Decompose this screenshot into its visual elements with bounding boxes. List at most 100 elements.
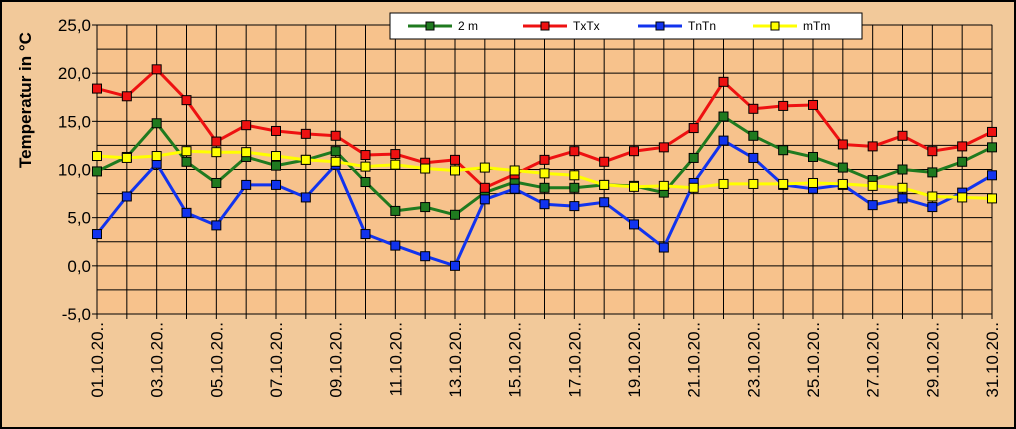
data-point [330, 130, 341, 141]
legend-marker [655, 21, 665, 31]
data-point [987, 170, 997, 181]
x-tick-label: 15.10.20.. [506, 322, 525, 398]
x-tick-label: 21.10.20.. [685, 322, 704, 398]
data-point [450, 260, 460, 271]
data-point [450, 154, 460, 165]
legend-marker [540, 21, 550, 31]
x-tick-label: 23.10.20.. [744, 322, 763, 398]
data-point [479, 162, 490, 173]
data-point [629, 219, 639, 230]
data-point [92, 151, 102, 162]
data-point [658, 142, 669, 153]
data-point [121, 191, 132, 202]
x-axis-ticks: 01.10.20.. 03.10.20.. 05.10.20.. 07.10.20..… [88, 314, 1002, 398]
x-tick-label: 27.10.20.. [864, 322, 883, 398]
legend-label: mTm [803, 19, 830, 33]
legend-marker [770, 21, 780, 31]
data-point [151, 64, 162, 75]
data-point [987, 126, 997, 137]
data-point [867, 180, 878, 191]
data-point [181, 95, 192, 106]
data-point [390, 240, 401, 251]
data-point [927, 191, 938, 202]
data-point [748, 103, 759, 114]
legend: 2 m TxTx TnTn mTm [389, 12, 863, 40]
data-point [211, 220, 222, 231]
data-point [748, 130, 759, 141]
x-tick-label: 17.10.20.. [565, 322, 584, 398]
data-point [599, 197, 610, 208]
data-point [151, 151, 162, 162]
data-point [957, 141, 968, 152]
data-point [271, 125, 281, 136]
data-point [748, 178, 759, 189]
data-point [271, 151, 281, 162]
x-tick-label: 03.10.20.. [148, 322, 167, 398]
data-point [629, 181, 639, 192]
data-point [420, 163, 431, 174]
data-point [360, 150, 371, 161]
x-tick-label: 19.10.20.. [625, 322, 644, 398]
data-point [599, 156, 610, 167]
data-point [599, 179, 610, 190]
data-point [92, 83, 102, 94]
data-point [748, 152, 759, 163]
data-point [688, 182, 699, 193]
data-point [300, 154, 311, 165]
data-point [450, 165, 460, 176]
data-point [778, 100, 789, 111]
data-point [211, 136, 222, 147]
data-point [420, 251, 431, 262]
data-point [837, 139, 848, 150]
data-point [569, 201, 580, 212]
data-point [539, 199, 550, 210]
data-point [390, 149, 401, 160]
y-tick-label: 0,0 [67, 257, 91, 276]
y-tick-label: 25,0 [58, 16, 91, 35]
series-group [92, 64, 997, 271]
data-point [479, 194, 490, 205]
x-tick-label: 31.10.20.. [983, 322, 1002, 398]
x-tick-label: 09.10.20.. [327, 322, 346, 398]
data-point [569, 146, 580, 157]
data-point [121, 91, 132, 102]
y-tick-label: 20,0 [58, 64, 91, 83]
data-point [718, 111, 729, 122]
data-point [360, 177, 371, 188]
data-point [539, 182, 550, 193]
y-tick-label: 10,0 [58, 161, 91, 180]
data-point [808, 151, 818, 162]
data-point [390, 159, 401, 170]
legend-marker [425, 21, 435, 31]
data-point [241, 179, 252, 190]
data-point [271, 160, 281, 171]
y-axis-ticks: -5,0 0,0 5,0 10,0 15,0 20,0 25,0 [58, 16, 97, 324]
data-point [897, 193, 908, 204]
data-point [330, 156, 341, 167]
data-point [360, 161, 371, 172]
data-point [450, 209, 460, 220]
data-point [778, 178, 789, 189]
data-point [688, 152, 699, 163]
data-point [479, 182, 490, 193]
data-point [569, 182, 580, 193]
data-point [658, 180, 669, 191]
x-tick-label: 25.10.20.. [804, 322, 823, 398]
y-tick-label: 15,0 [58, 112, 91, 131]
data-point [92, 166, 102, 177]
data-point [718, 76, 729, 87]
legend-label: TnTn [688, 19, 716, 33]
data-point [539, 168, 550, 179]
x-tick-label: 07.10.20.. [267, 322, 286, 398]
data-point [778, 145, 789, 156]
data-point [837, 162, 848, 173]
x-tick-label: 11.10.20.. [386, 322, 405, 396]
data-point [271, 179, 281, 190]
data-point [688, 123, 699, 134]
data-point [509, 165, 520, 176]
data-point [330, 146, 341, 157]
data-point [390, 205, 401, 216]
data-point [927, 202, 938, 213]
data-point [300, 128, 311, 139]
y-tick-label: 5,0 [67, 209, 91, 228]
